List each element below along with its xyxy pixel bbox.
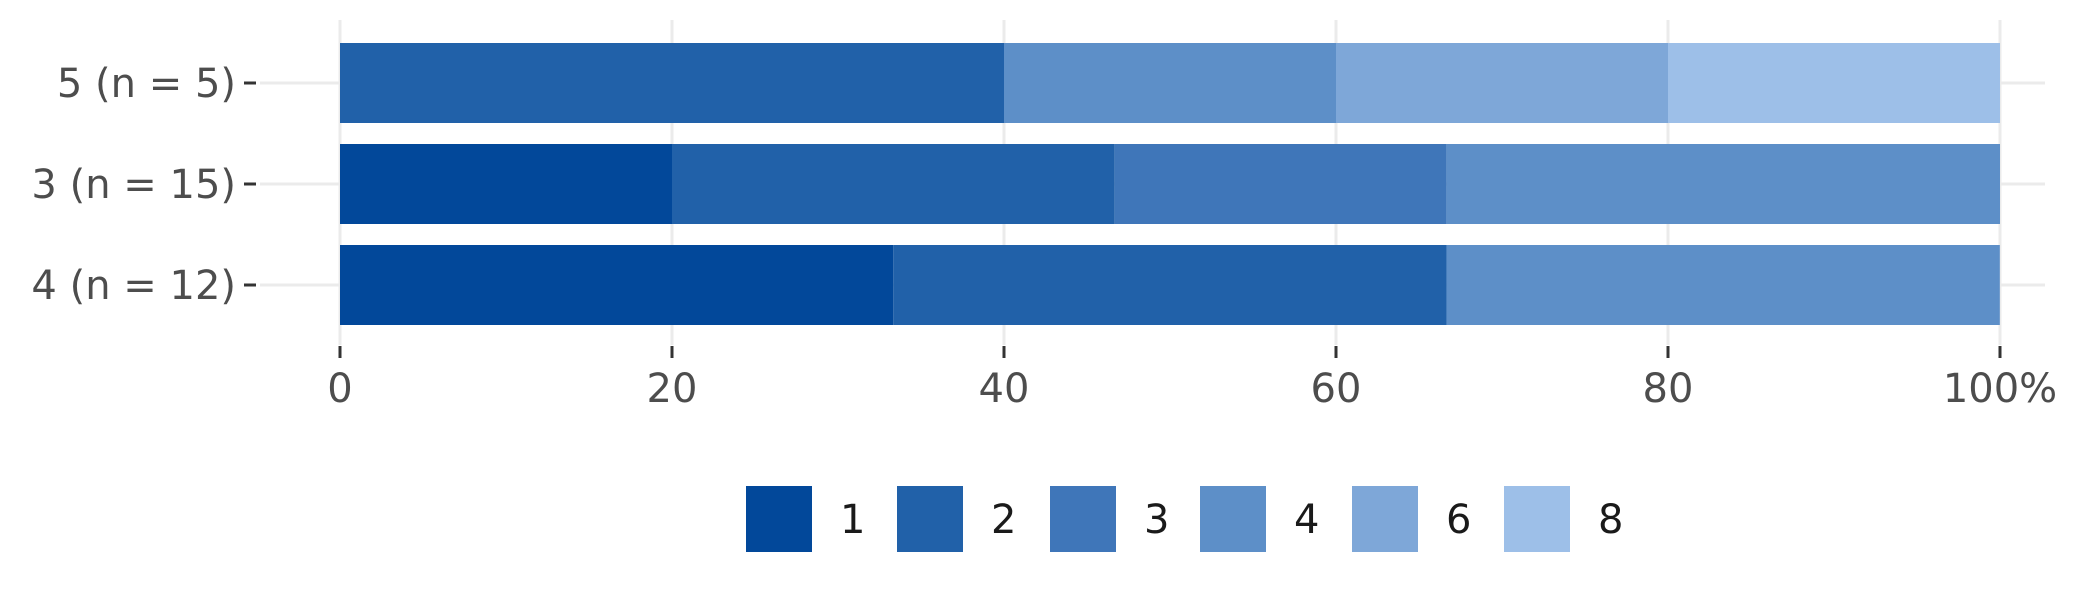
x-tick-label: 60 bbox=[1311, 366, 1362, 412]
bar-segment bbox=[340, 144, 672, 224]
y-tick-label: 5 (n = 5) bbox=[57, 61, 236, 107]
y-tick-label: 3 (n = 15) bbox=[31, 162, 236, 208]
bar-segment bbox=[340, 43, 1004, 123]
legend-label: 1 bbox=[840, 497, 865, 543]
bar-segment bbox=[1446, 245, 2000, 325]
legend-label: 4 bbox=[1294, 497, 1319, 543]
x-tick-label: 80 bbox=[1643, 366, 1694, 412]
bar-segment bbox=[1114, 144, 1447, 224]
legend-label: 6 bbox=[1446, 497, 1471, 543]
bar-segment bbox=[1004, 43, 1336, 123]
y-tick-label: 4 (n = 12) bbox=[31, 263, 236, 309]
legend-swatch bbox=[1504, 486, 1570, 552]
x-tick-label: 100% bbox=[1943, 366, 2057, 412]
legend-swatch bbox=[897, 486, 963, 552]
legend-label: 2 bbox=[991, 497, 1016, 543]
legend-swatch bbox=[1352, 486, 1418, 552]
bar-segment bbox=[340, 245, 894, 325]
legend-label: 8 bbox=[1598, 497, 1623, 543]
legend-swatch bbox=[1200, 486, 1266, 552]
legend-item: 8 bbox=[1504, 486, 1623, 552]
bar-segment bbox=[1336, 43, 1668, 123]
legend-item: 1 bbox=[746, 486, 865, 552]
bar-segment bbox=[672, 144, 1115, 224]
legend-item: 4 bbox=[1200, 486, 1319, 552]
legend-label: 3 bbox=[1144, 497, 1169, 543]
y-axis: 5 (n = 5) 3 (n = 15) 4 (n = 12) bbox=[31, 61, 256, 309]
legend: 1 2 3 4 6 8 bbox=[746, 486, 1623, 552]
legend-item: 6 bbox=[1352, 486, 1471, 552]
x-tick-label: 20 bbox=[647, 366, 698, 412]
bar-segment bbox=[1668, 43, 2000, 123]
x-axis: 0 20 40 60 80 100% bbox=[327, 346, 2057, 412]
x-tick-label: 40 bbox=[979, 366, 1030, 412]
bar-segment bbox=[1446, 144, 2000, 224]
legend-swatch bbox=[1050, 486, 1116, 552]
legend-item: 3 bbox=[1050, 486, 1169, 552]
bar-segment bbox=[893, 245, 1447, 325]
bars bbox=[340, 43, 2000, 325]
legend-item: 2 bbox=[897, 486, 1016, 552]
legend-swatch bbox=[746, 486, 812, 552]
x-tick-label: 0 bbox=[327, 366, 352, 412]
